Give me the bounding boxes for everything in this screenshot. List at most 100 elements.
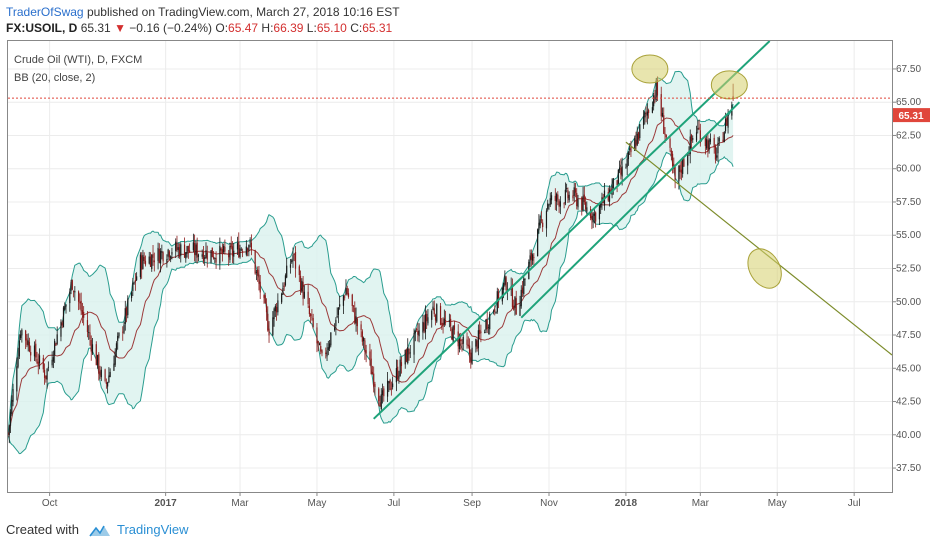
candle-body — [555, 193, 558, 202]
candle — [486, 311, 488, 334]
candle-body — [582, 196, 584, 211]
candle-body — [186, 246, 188, 254]
candle — [471, 341, 473, 365]
candle-body — [494, 309, 496, 312]
candle-body — [688, 154, 690, 156]
candle-body — [590, 209, 592, 219]
candle-body — [356, 318, 358, 327]
candle — [62, 305, 65, 328]
candle — [514, 296, 516, 316]
candle-body — [379, 402, 381, 407]
candle — [326, 343, 328, 361]
candle — [118, 332, 120, 339]
candle — [723, 131, 725, 143]
candle — [158, 243, 160, 264]
candle-body — [25, 330, 27, 341]
candle — [442, 317, 444, 334]
candle-body — [249, 240, 251, 243]
candle — [308, 297, 310, 317]
candle — [400, 356, 403, 374]
candle — [414, 330, 416, 342]
candle — [568, 191, 570, 203]
candle-body — [400, 362, 403, 367]
candle-body — [485, 319, 487, 331]
candle-body — [413, 333, 415, 355]
candle-body — [386, 380, 389, 397]
candle — [291, 258, 293, 264]
candle — [284, 273, 287, 287]
candle-body — [661, 112, 664, 117]
candle-body — [646, 111, 648, 116]
candle — [470, 349, 472, 369]
candle-body — [176, 243, 178, 250]
indicator-legend: BB (20, close, 2) — [14, 72, 95, 84]
band-fill — [8, 71, 734, 454]
y-tick-label: 55.00 — [896, 230, 921, 241]
candle — [586, 201, 588, 215]
candle — [515, 290, 517, 315]
time-axis[interactable]: Oct 2017 Mar May Jul Sep Nov 2018 Mar May Jul — [42, 492, 861, 509]
candle-body — [26, 338, 28, 345]
candle-body — [417, 330, 419, 335]
candle — [159, 248, 162, 273]
candle-body — [30, 351, 32, 356]
candle — [95, 341, 97, 366]
candle — [108, 367, 110, 384]
x-tick-label: Mar — [692, 498, 710, 509]
candle-body — [450, 318, 452, 327]
candle — [713, 134, 715, 154]
candle — [18, 334, 20, 360]
candle-body — [443, 318, 445, 325]
candle-body — [56, 334, 58, 344]
candle-body — [346, 287, 348, 295]
price-axis[interactable]: 37.50 40.00 42.50 45.00 47.50 50.00 52.50 55.00… — [892, 64, 921, 474]
candle-body — [453, 325, 456, 330]
candle — [398, 370, 400, 384]
candle-body — [115, 343, 118, 352]
candle — [28, 337, 31, 353]
candle — [282, 282, 284, 295]
candle-body — [325, 352, 327, 354]
candle-body — [43, 369, 46, 378]
candle-body — [17, 356, 19, 367]
candle — [417, 322, 419, 342]
candle — [492, 309, 495, 315]
candle — [171, 247, 173, 260]
candle-body — [451, 328, 453, 340]
candle-body — [444, 320, 447, 322]
candle-body — [223, 245, 225, 253]
candle-body — [220, 248, 222, 251]
candle-body — [292, 255, 294, 261]
candle — [559, 196, 561, 215]
candle — [113, 355, 115, 371]
candle — [115, 341, 118, 358]
candle-body — [55, 343, 57, 346]
candle-body — [141, 255, 143, 270]
candle-body — [360, 324, 362, 330]
candle-body — [238, 241, 240, 258]
candle — [583, 186, 585, 205]
candle — [258, 265, 260, 291]
candle-body — [708, 139, 710, 150]
candle-body — [132, 282, 134, 292]
candle-body — [143, 256, 145, 261]
candle-body — [245, 246, 247, 255]
candle — [55, 342, 57, 346]
price-chart[interactable]: 37.50 40.00 42.50 45.00 47.50 50.00 52.50 55.00… — [0, 0, 932, 520]
candle — [240, 247, 242, 252]
candle — [136, 272, 138, 282]
candle — [100, 366, 102, 382]
candle-body — [113, 363, 115, 371]
candle — [418, 323, 420, 343]
candle-body — [574, 188, 577, 193]
candle-body — [563, 203, 565, 205]
candle — [558, 198, 560, 213]
author-link[interactable]: TraderOfSwag — [6, 5, 84, 19]
candle — [564, 182, 566, 206]
candle-body — [86, 320, 89, 333]
tradingview-brand[interactable]: TradingView — [117, 522, 189, 537]
candle — [627, 151, 630, 166]
candle — [557, 191, 559, 206]
x-tick-label: Jul — [848, 498, 861, 509]
candle — [626, 153, 628, 176]
